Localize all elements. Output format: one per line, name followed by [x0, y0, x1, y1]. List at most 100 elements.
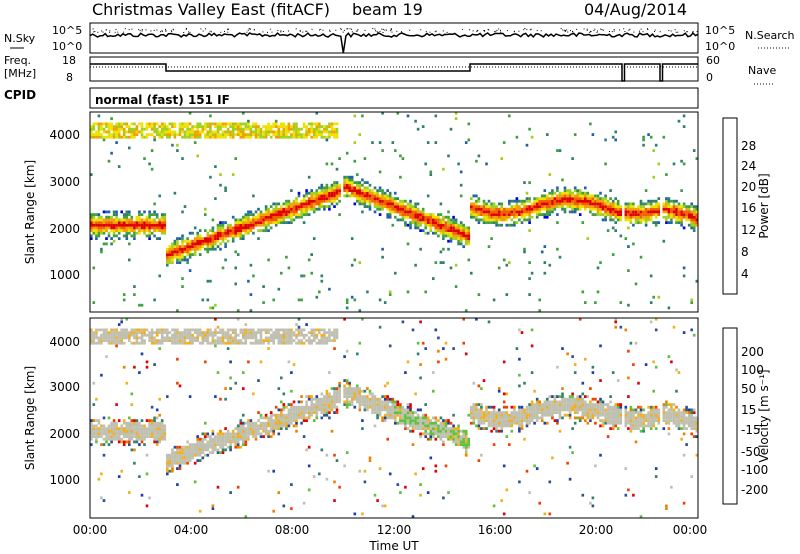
- heatmap-cell: [125, 226, 129, 230]
- heatmap-cell: [186, 461, 189, 465]
- heatmap-cell: [122, 435, 126, 438]
- heatmap-cell: [358, 261, 362, 264]
- heatmap-cell: [495, 429, 498, 433]
- heatmap-cell: [302, 135, 306, 139]
- heatmap-cell: [373, 194, 377, 198]
- heatmap-cell: [508, 114, 511, 118]
- heatmap-cell: [654, 221, 658, 224]
- heatmap-cell: [244, 231, 248, 235]
- heatmap-cell: [480, 207, 483, 211]
- heatmap-cell: [105, 223, 108, 227]
- heatmap-cell: [150, 125, 154, 128]
- heatmap-cell: [130, 419, 134, 422]
- heatmap-cell: [102, 221, 106, 224]
- heatmap-cell: [181, 277, 184, 280]
- heatmap-cell: [500, 419, 503, 422]
- heatmap-cell: [259, 215, 263, 219]
- heatmap-cell: [320, 416, 324, 420]
- heatmap-cell: [92, 223, 96, 227]
- heatmap-cell: [348, 389, 351, 393]
- heatmap-cell: [490, 419, 493, 422]
- heatmap-cell: [551, 411, 554, 414]
- heatmap-cell: [290, 336, 293, 340]
- heatmap-cell: [102, 427, 106, 430]
- heatmap-cell: [160, 432, 164, 436]
- heatmap-cell: [546, 403, 549, 406]
- heatmap-cell: [480, 213, 483, 216]
- heatmap-cell: [249, 135, 253, 139]
- heatmap-cell: [690, 221, 693, 224]
- heatmap-cell: [368, 397, 372, 401]
- heatmap-cell: [573, 363, 577, 366]
- heatmap-cell: [105, 328, 108, 332]
- heatmap-cell: [566, 189, 569, 192]
- heatmap-cell: [363, 480, 367, 484]
- heatmap-cell: [178, 258, 182, 262]
- heatmap-cell: [475, 199, 478, 203]
- heatmap-cell: [323, 186, 326, 190]
- heatmap-cell: [107, 339, 111, 342]
- heatmap-cell: [535, 413, 539, 417]
- heatmap-cell: [520, 413, 524, 417]
- heatmap-cell: [376, 194, 379, 198]
- heatmap-cell: [394, 271, 397, 275]
- heatmap-cell: [140, 221, 144, 224]
- heatmap-cell: [464, 231, 468, 235]
- heatmap-cell: [604, 202, 607, 206]
- heatmap-cell: [571, 403, 574, 406]
- noise-point: [484, 30, 486, 32]
- heatmap-cell: [568, 411, 572, 414]
- heatmap-cell: [297, 328, 301, 332]
- heatmap-cell: [530, 416, 534, 420]
- heatmap-cell: [530, 403, 534, 406]
- heatmap-cell: [320, 197, 324, 200]
- heatmap-cell: [644, 189, 648, 192]
- heatmap-cell: [518, 411, 521, 414]
- heatmap-cell: [568, 397, 572, 401]
- heatmap-cell: [561, 400, 564, 404]
- heatmap-cell: [206, 333, 210, 337]
- heatmap-cell: [345, 298, 349, 302]
- heatmap-cell: [627, 218, 630, 222]
- heatmap-cell: [409, 207, 412, 211]
- heatmap-cell: [292, 416, 296, 420]
- heatmap-cell: [264, 413, 268, 417]
- noise-point: [109, 30, 111, 32]
- heatmap-cell: [206, 135, 210, 139]
- heatmap-cell: [198, 133, 202, 136]
- heatmap-cell: [475, 405, 478, 409]
- noise-point: [381, 28, 383, 30]
- heatmap-cell: [95, 221, 98, 224]
- heatmap-cell: [158, 130, 161, 134]
- heatmap-cell: [125, 223, 129, 227]
- heatmap-cell: [158, 229, 161, 232]
- heatmap-cell: [591, 202, 595, 206]
- heatmap-cell: [120, 221, 123, 224]
- heatmap-cell: [637, 210, 640, 214]
- heatmap-cell: [366, 408, 369, 412]
- noise-point: [594, 28, 596, 30]
- heatmap-cell: [609, 218, 612, 222]
- heatmap-cell: [442, 496, 445, 500]
- heatmap-cell: [381, 111, 384, 115]
- heatmap-cell: [571, 355, 574, 358]
- heatmap-cell: [449, 229, 453, 232]
- heatmap-cell: [328, 135, 331, 139]
- heatmap-cell: [692, 149, 696, 152]
- heatmap-cell: [556, 197, 559, 200]
- noise-point: [382, 32, 384, 33]
- heatmap-cell: [128, 135, 131, 139]
- heatmap-cell: [221, 432, 225, 436]
- noise-right-tick-bottom: 10^0: [705, 40, 735, 53]
- heatmap-cell: [196, 440, 199, 444]
- heatmap-cell: [325, 331, 329, 334]
- heatmap-cell: [414, 221, 417, 224]
- heatmap-cell: [97, 339, 101, 342]
- heatmap-cell: [416, 421, 420, 425]
- heatmap-cell: [333, 389, 336, 393]
- heatmap-cell: [416, 215, 420, 219]
- heatmap-cell: [239, 432, 243, 436]
- heatmap-cell: [571, 405, 574, 409]
- heatmap-cell: [242, 443, 245, 446]
- heatmap-cell: [287, 339, 291, 342]
